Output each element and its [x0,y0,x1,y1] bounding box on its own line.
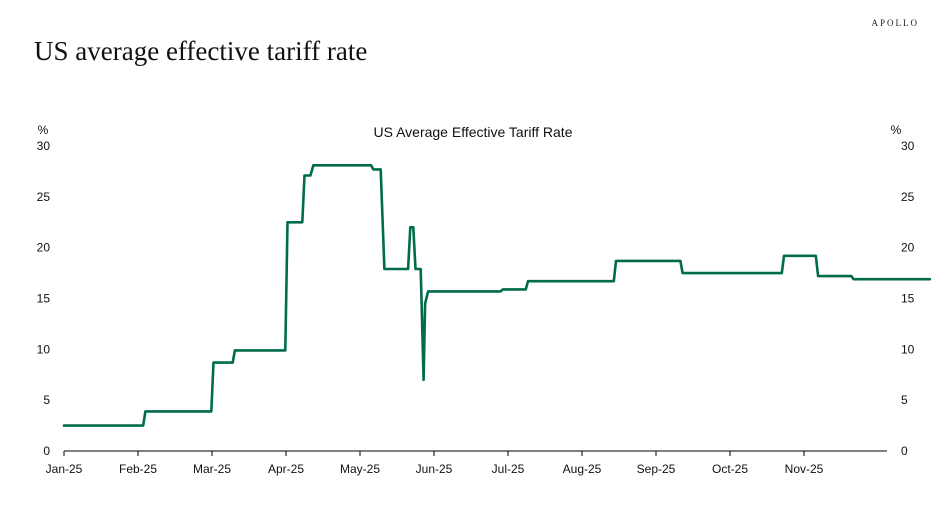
x-tick-label: Apr-25 [268,462,304,476]
x-tick-label: Aug-25 [563,462,602,476]
y-tick-label-left: 10 [37,342,51,356]
y-axis-right-unit: % [891,123,902,137]
y-tick-label-right: 5 [901,393,908,407]
x-tick-label: May-25 [340,462,380,476]
y-tick-label-left: 15 [37,292,51,306]
brand-logo: APOLLO [871,18,919,28]
y-tick-label-right: 10 [901,342,915,356]
y-axis-left: 0 5 10 15 20 25 30 [37,139,51,458]
x-tick-label: Jan-25 [46,462,83,476]
y-tick-label-right: 20 [901,241,915,255]
y-tick-label-left: 20 [37,241,51,255]
y-tick-label-right: 0 [901,444,908,458]
x-tick-label: Mar-25 [193,462,231,476]
series-layer [62,164,932,427]
series-line-tariff-rate [62,164,932,427]
y-axis-left-unit: % [38,123,49,137]
y-tick-label-left: 5 [43,393,50,407]
page-title: US average effective tariff rate [34,36,368,66]
x-tick-label: Sep-25 [637,462,676,476]
y-tick-label-left: 0 [43,444,50,458]
y-tick-label-right: 25 [901,190,915,204]
chart-title: US Average Effective Tariff Rate [374,124,573,140]
x-tick-label: Oct-25 [712,462,748,476]
x-axis: Jan-25 Feb-25 Mar-25 Apr-25 May-25 Jun-25 Jul-… [46,451,824,476]
x-tick-label: Jul-25 [492,462,525,476]
y-tick-label-left: 25 [37,190,51,204]
y-axis-right: 0 5 10 15 20 25 30 [901,139,915,458]
y-tick-label-right: 30 [901,139,915,153]
x-tick-label: Nov-25 [785,462,824,476]
x-tick-label: Jun-25 [416,462,453,476]
x-tick-label: Feb-25 [119,462,157,476]
y-tick-label-right: 15 [901,292,915,306]
y-tick-label-left: 30 [37,139,51,153]
